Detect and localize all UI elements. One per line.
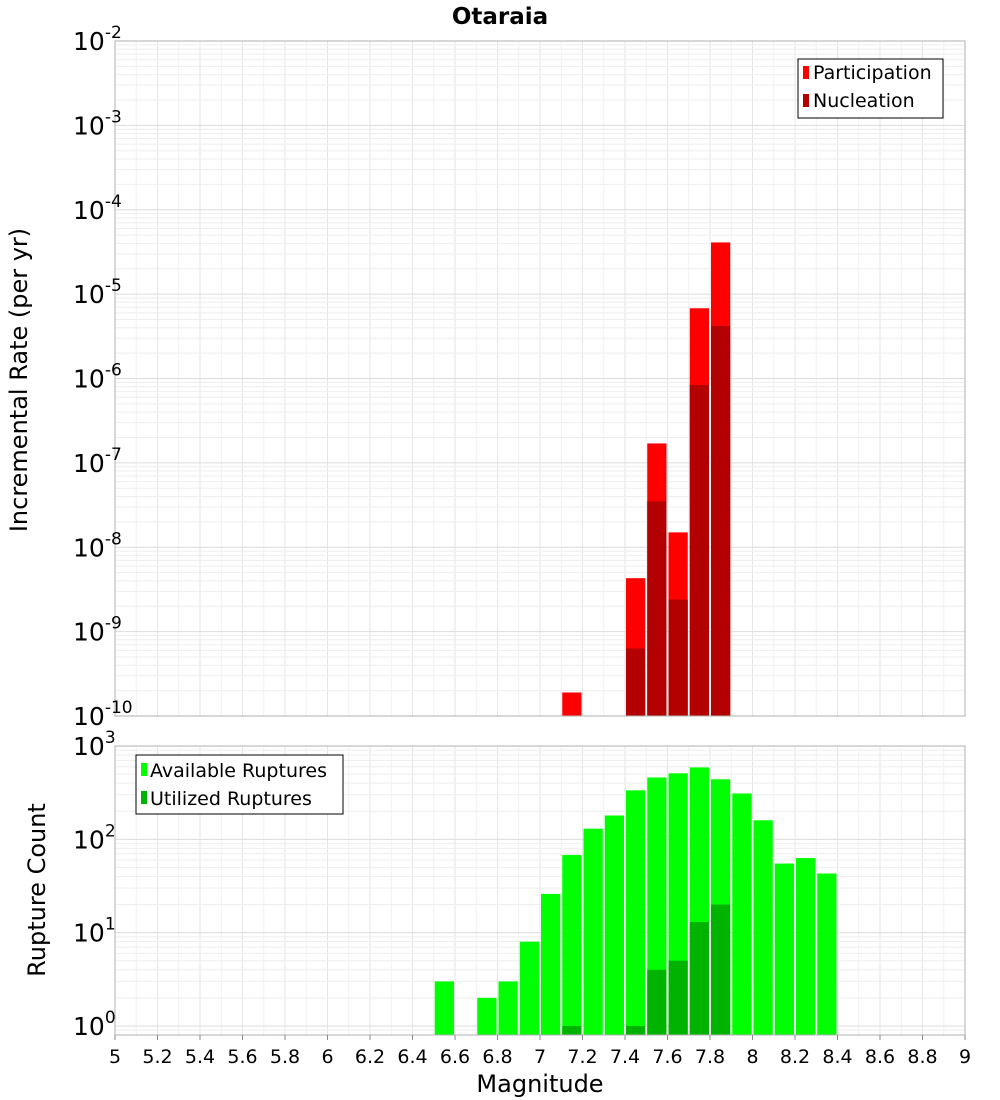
bar-nucleation-7.55 <box>647 501 667 716</box>
y-tick-label: 10-10 <box>73 698 133 731</box>
y-tick-label: 103 <box>73 728 116 761</box>
chart-title: Otaraia <box>452 4 548 30</box>
legend-swatch-available <box>141 763 147 776</box>
bar-nucleation-7.85 <box>711 325 731 716</box>
x-tick-label: 5.2 <box>142 1046 172 1068</box>
x-tick-label: 7.8 <box>695 1046 725 1068</box>
bar-available-ruptures-8.15 <box>774 863 794 1035</box>
x-axis-label: Magnitude <box>476 1070 603 1098</box>
bar-available-ruptures-8.05 <box>753 820 773 1035</box>
y-tick-label: 10-2 <box>73 23 122 56</box>
x-tick-label: 6.4 <box>397 1046 427 1068</box>
bar-available-ruptures-7.95 <box>732 793 752 1035</box>
bar-available-ruptures-7.35 <box>604 815 624 1035</box>
x-tick-label: 5.6 <box>227 1046 257 1068</box>
legend-label-participation: Participation <box>813 62 932 84</box>
bar-nucleation-7.45 <box>626 648 646 716</box>
x-tick-label: 5 <box>109 1046 121 1068</box>
bar-utilized-ruptures-7.85 <box>711 904 731 1035</box>
bottom-y-tick-labels: 100 101 102 103 <box>73 728 116 1041</box>
x-tick-label: 7.2 <box>567 1046 597 1068</box>
top-plot-border <box>114 40 966 717</box>
x-tick-label: 8.2 <box>780 1046 810 1068</box>
y-tick-label: 10-3 <box>73 107 122 140</box>
bar-available-ruptures-6.85 <box>498 981 518 1035</box>
x-tick-labels: 5 5.2 5.4 5.6 5.8 6 6.2 6.4 6.6 6.8 7 7.2 7.4 7.6 7.8 8… <box>109 1035 971 1068</box>
x-tick-label: 9 <box>959 1046 971 1068</box>
bar-nucleation-7.65 <box>668 599 688 716</box>
legend-label-utilized: Utilized Ruptures <box>150 788 312 810</box>
x-tick-label: 6.6 <box>440 1046 470 1068</box>
top-y-tick-labels: 10-10 10-9 10-8 10-7 10-6 10-5 10-4 10-3 10-2 <box>73 23 133 731</box>
y-tick-label: 10-8 <box>73 529 122 562</box>
bar-available-ruptures-6.75 <box>477 997 497 1035</box>
legend-swatch-utilized <box>141 791 147 804</box>
legend-label-nucleation: Nucleation <box>813 90 915 112</box>
top-panel: 10-10 10-9 10-8 10-7 10-6 10-5 10-4 10-3 10-2 <box>73 23 966 731</box>
bar-utilized-ruptures-7.65 <box>668 960 688 1035</box>
bottom-legend: Available Ruptures Utilized Ruptures <box>135 754 344 815</box>
bar-nucleation-7.75 <box>689 384 709 716</box>
y-tick-label: 10-9 <box>73 614 122 647</box>
legend-swatch-participation <box>803 66 809 79</box>
x-tick-label: 5.8 <box>270 1046 300 1068</box>
x-tick-label: 5.4 <box>185 1046 215 1068</box>
bar-utilized-ruptures-7.45 <box>626 1025 646 1035</box>
x-tick-label: 7.6 <box>652 1046 682 1068</box>
bar-available-ruptures-6.55 <box>434 981 454 1035</box>
bottom-legend-box <box>135 754 344 815</box>
x-tick-label: 6 <box>321 1046 333 1068</box>
y-tick-label: 10-7 <box>73 445 122 478</box>
top-y-axis-label: Incremental Rate (per yr) <box>5 228 33 532</box>
bar-available-ruptures-6.95 <box>519 941 539 1035</box>
legend-swatch-nucleation <box>803 94 809 107</box>
top-series-nucleation <box>626 325 731 716</box>
x-tick-label: 6.2 <box>355 1046 385 1068</box>
x-tick-label: 7 <box>534 1046 546 1068</box>
x-tick-label: 8 <box>746 1046 758 1068</box>
bar-available-ruptures-8.25 <box>796 858 816 1035</box>
legend-label-available: Available Ruptures <box>150 760 327 782</box>
bar-available-ruptures-7.05 <box>541 893 561 1035</box>
bar-participation-7.15 <box>562 692 582 716</box>
y-tick-label: 100 <box>73 1008 116 1041</box>
top-legend-box <box>797 58 944 119</box>
bar-utilized-ruptures-7.75 <box>689 922 709 1035</box>
bottom-series-utilized-ruptures <box>562 904 731 1035</box>
y-tick-label: 101 <box>73 915 116 948</box>
top-legend: Participation Nucleation <box>797 58 944 119</box>
y-tick-label: 10-6 <box>73 361 122 394</box>
x-tick-label: 7.4 <box>610 1046 640 1068</box>
y-tick-label: 10-4 <box>73 192 122 225</box>
bottom-y-axis-label: Rupture Count <box>23 803 51 977</box>
x-tick-label: 8.6 <box>865 1046 895 1068</box>
y-tick-label: 102 <box>73 821 116 854</box>
x-tick-label: 6.8 <box>482 1046 512 1068</box>
bar-available-ruptures-7.45 <box>626 790 646 1035</box>
bar-available-ruptures-8.35 <box>817 873 837 1035</box>
x-tick-label: 8.8 <box>907 1046 937 1068</box>
bar-available-ruptures-7.25 <box>583 828 603 1035</box>
top-grid <box>114 40 966 717</box>
bar-available-ruptures-7.15 <box>562 854 582 1035</box>
y-tick-label: 10-5 <box>73 276 122 309</box>
bar-utilized-ruptures-7.55 <box>647 969 667 1035</box>
x-tick-label: 8.4 <box>822 1046 852 1068</box>
bar-utilized-ruptures-7.15 <box>562 1025 582 1035</box>
